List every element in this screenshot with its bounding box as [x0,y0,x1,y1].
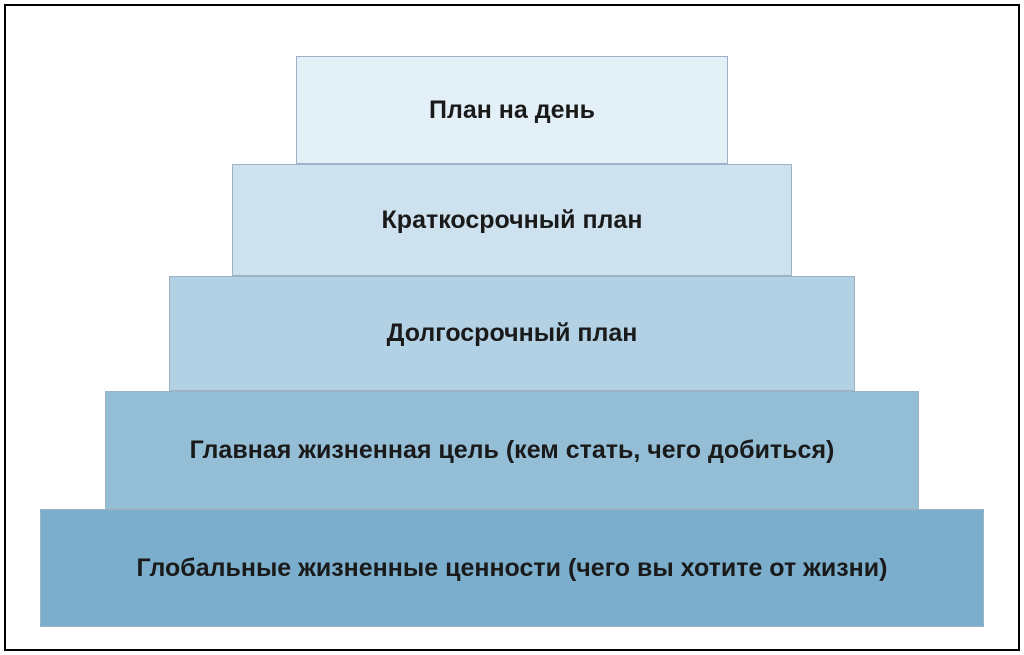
pyramid-level-3-label: Долгосрочный план [375,319,650,348]
pyramid-level-4-label: Главная жизненная цель (кем стать, чего … [178,436,847,465]
pyramid-level-2-label: Краткосрочный план [370,206,655,235]
pyramid-diagram: План на день Краткосрочный план Долгосро… [40,56,984,627]
pyramid-level-1-label: План на день [417,96,607,125]
pyramid-level-5: Глобальные жизненные ценности (чего вы х… [40,509,984,627]
pyramid-level-4: Главная жизненная цель (кем стать, чего … [105,391,919,509]
pyramid-level-5-label: Глобальные жизненные ценности (чего вы х… [125,554,900,583]
pyramid-level-1: План на день [296,56,728,164]
pyramid-level-2: Краткосрочный план [232,164,792,276]
pyramid-level-3: Долгосрочный план [169,276,855,391]
